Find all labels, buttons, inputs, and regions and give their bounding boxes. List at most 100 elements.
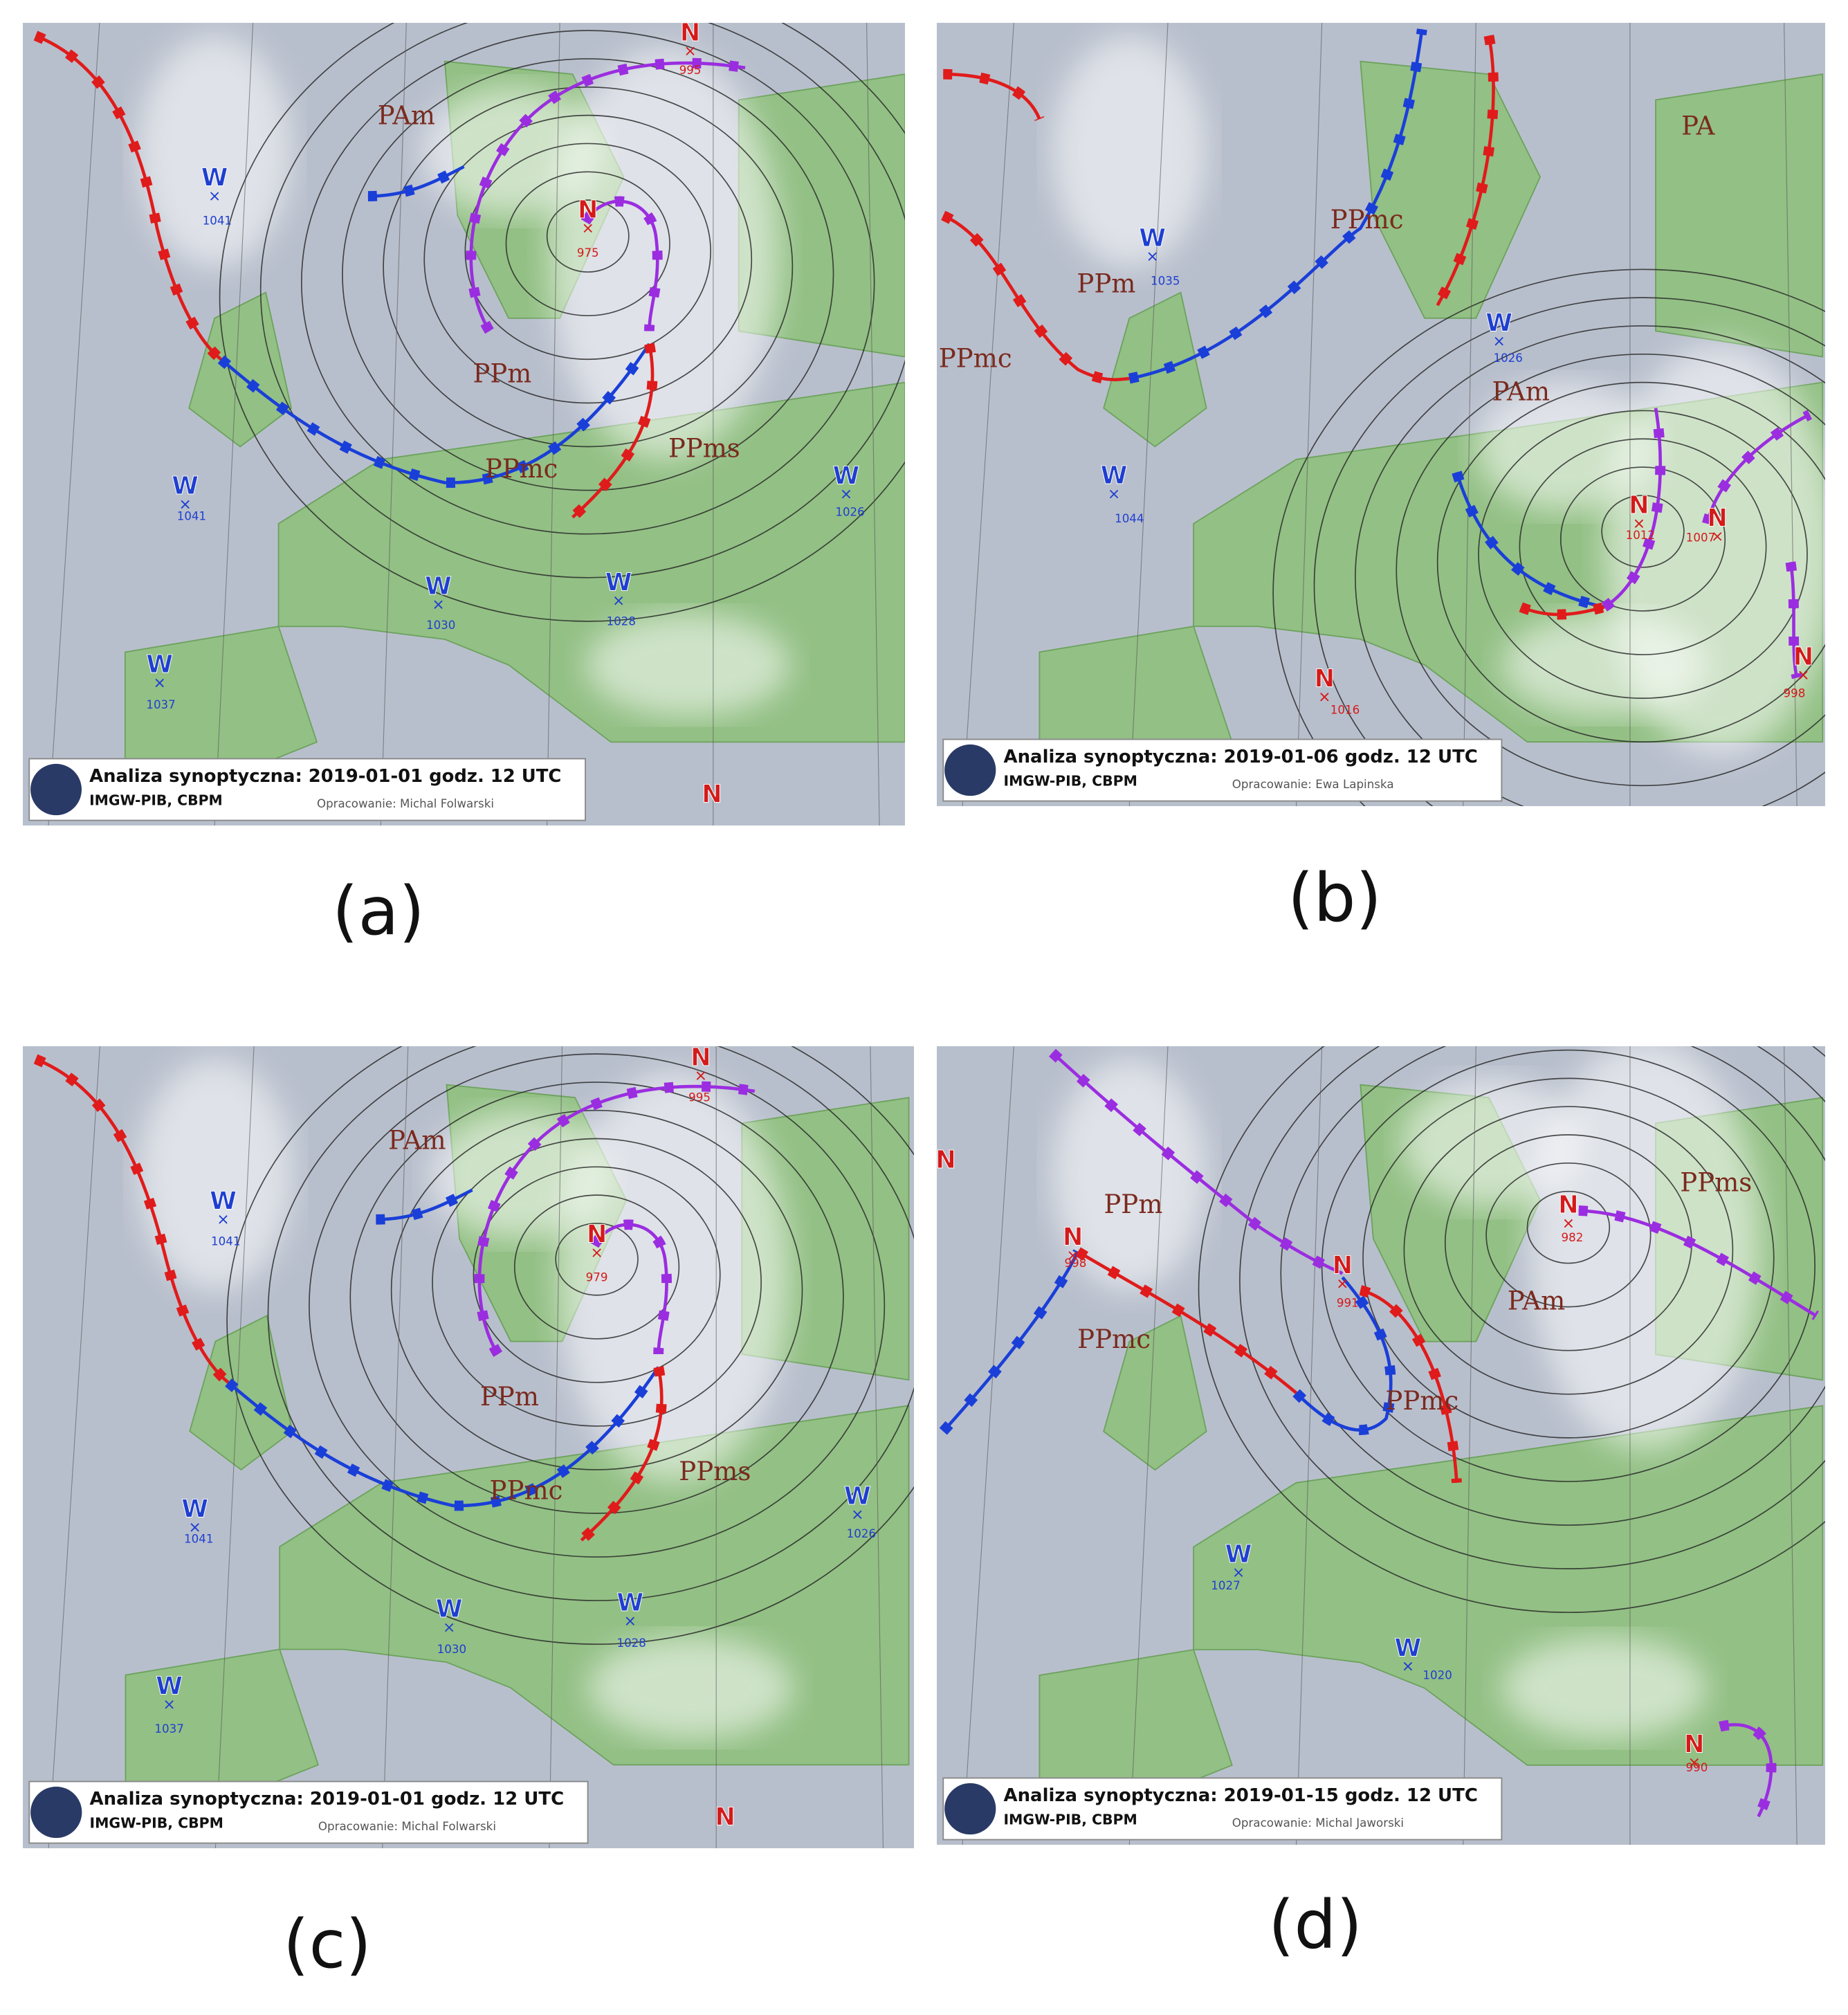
graticule bbox=[962, 23, 1014, 806]
isobar bbox=[1313, 297, 1825, 806]
isobar bbox=[1272, 268, 1825, 806]
cloud bbox=[587, 1636, 794, 1740]
air-mass-label: PPmc bbox=[485, 454, 558, 484]
front bbox=[469, 61, 746, 332]
center-cross bbox=[686, 46, 695, 56]
cloud bbox=[1501, 1636, 1708, 1740]
logo bbox=[944, 744, 996, 796]
front bbox=[35, 1057, 230, 1384]
isobar bbox=[390, 1109, 803, 1470]
pressure-center: W bbox=[844, 1482, 871, 1511]
pressure-center: N bbox=[690, 1046, 711, 1072]
pressure-center: W bbox=[156, 1672, 183, 1700]
front bbox=[1294, 1276, 1393, 1432]
front bbox=[367, 165, 465, 198]
air-mass-label: PPm bbox=[480, 1382, 539, 1412]
front-symbols bbox=[1048, 1048, 1345, 1279]
logo bbox=[30, 1786, 82, 1839]
pressure-center: N bbox=[702, 781, 722, 809]
pressure-center: N bbox=[1333, 1251, 1353, 1279]
pressure-value: 1026 bbox=[835, 506, 864, 519]
pressure-value: 1026 bbox=[847, 1527, 876, 1540]
cloud bbox=[549, 48, 780, 460]
pressure-value: 975 bbox=[577, 246, 599, 259]
graticule bbox=[382, 1046, 409, 1848]
air-mass-label: PA bbox=[1681, 111, 1716, 140]
pressure-center: N bbox=[937, 1146, 956, 1174]
pressure-value: 1037 bbox=[154, 1722, 183, 1735]
pressure-center: N bbox=[578, 196, 598, 224]
pressure-center: N bbox=[715, 1803, 735, 1832]
caption-box bbox=[28, 1780, 589, 1844]
isobar bbox=[1601, 495, 1685, 568]
air-mass-label: PAm bbox=[378, 101, 435, 131]
pressure-value: 1035 bbox=[1151, 274, 1180, 288]
pressure-center: W bbox=[201, 164, 228, 192]
pressure-center: N bbox=[1315, 664, 1335, 693]
cloud bbox=[585, 613, 790, 717]
pressure-value: 995 bbox=[688, 1091, 711, 1104]
isobar bbox=[1355, 325, 1825, 806]
pressure-center: N bbox=[1707, 504, 1728, 532]
caption-title: Analiza synoptyczna: 2019-01-01 godz. 12… bbox=[89, 766, 561, 787]
cloud bbox=[430, 1110, 610, 1239]
pressure-center: N bbox=[1558, 1191, 1579, 1219]
center-cross bbox=[210, 192, 219, 201]
front-symbols bbox=[1519, 602, 1606, 620]
center-cross bbox=[1494, 336, 1503, 346]
center-cross bbox=[841, 489, 851, 499]
air-mass-label: PPmc bbox=[490, 1476, 563, 1506]
graticule bbox=[870, 1046, 884, 1848]
isobar bbox=[513, 1194, 680, 1340]
isobar bbox=[546, 199, 630, 273]
logo bbox=[30, 763, 82, 816]
graticule bbox=[1295, 23, 1323, 806]
synoptic-map: PAm PPm PPmc PPms W 1041 N 995 N 975 W 1041 W 1026 W 10… bbox=[23, 23, 905, 826]
center-cross bbox=[190, 1523, 199, 1532]
land bbox=[1103, 291, 1207, 448]
front-symbols bbox=[941, 210, 1131, 385]
graticule bbox=[214, 1046, 255, 1848]
air-mass-label: PPmc bbox=[1385, 1386, 1458, 1416]
front bbox=[227, 1366, 660, 1508]
caption-source: IMGW-PIB, CBPM bbox=[90, 1814, 223, 1831]
pressure-value: 1041 bbox=[184, 1533, 213, 1546]
pressure-center: W bbox=[1225, 1540, 1252, 1569]
pressure-center: N bbox=[680, 23, 700, 47]
pressure-center: W bbox=[425, 572, 452, 601]
center-cross bbox=[1320, 693, 1329, 702]
center-cross bbox=[165, 1700, 174, 1709]
caption-title: Analiza synoptyczna: 2019-01-01 godz. 12… bbox=[90, 1789, 565, 1809]
isobar bbox=[1436, 381, 1825, 742]
cloud bbox=[1401, 1078, 1582, 1207]
front bbox=[580, 1367, 664, 1542]
front bbox=[1719, 1723, 1773, 1818]
caption-source: IMGW-PIB, CBPM bbox=[1003, 772, 1137, 789]
caption-author: Opracowanie: Ewa Lapinska bbox=[1232, 777, 1394, 791]
caption-box bbox=[28, 758, 586, 821]
front bbox=[592, 1223, 668, 1355]
air-mass-label: PPms bbox=[679, 1457, 751, 1486]
isobar bbox=[349, 1082, 844, 1514]
isobar bbox=[464, 143, 711, 361]
panel-label: (d) bbox=[1268, 1886, 1362, 1964]
front bbox=[1077, 1250, 1298, 1394]
pressure-value: 998 bbox=[1784, 686, 1806, 700]
air-mass-label: PAm bbox=[1508, 1286, 1566, 1315]
center-cross bbox=[1234, 1568, 1243, 1577]
front-symbols bbox=[1702, 410, 1813, 525]
isobar bbox=[1559, 466, 1726, 612]
isobar bbox=[267, 1046, 914, 1601]
center-cross bbox=[1564, 1219, 1573, 1228]
pressure-value: 1041 bbox=[203, 214, 232, 227]
center-cross bbox=[853, 1510, 862, 1520]
front bbox=[1603, 408, 1663, 609]
isobar bbox=[219, 23, 905, 622]
isobar bbox=[1526, 1190, 1611, 1264]
front bbox=[376, 1188, 473, 1221]
graticule bbox=[1295, 1046, 1323, 1845]
logo bbox=[944, 1782, 996, 1835]
pressure-center: N bbox=[1793, 643, 1814, 671]
graticule bbox=[547, 23, 560, 826]
panel-label: (c) bbox=[283, 1906, 372, 1983]
